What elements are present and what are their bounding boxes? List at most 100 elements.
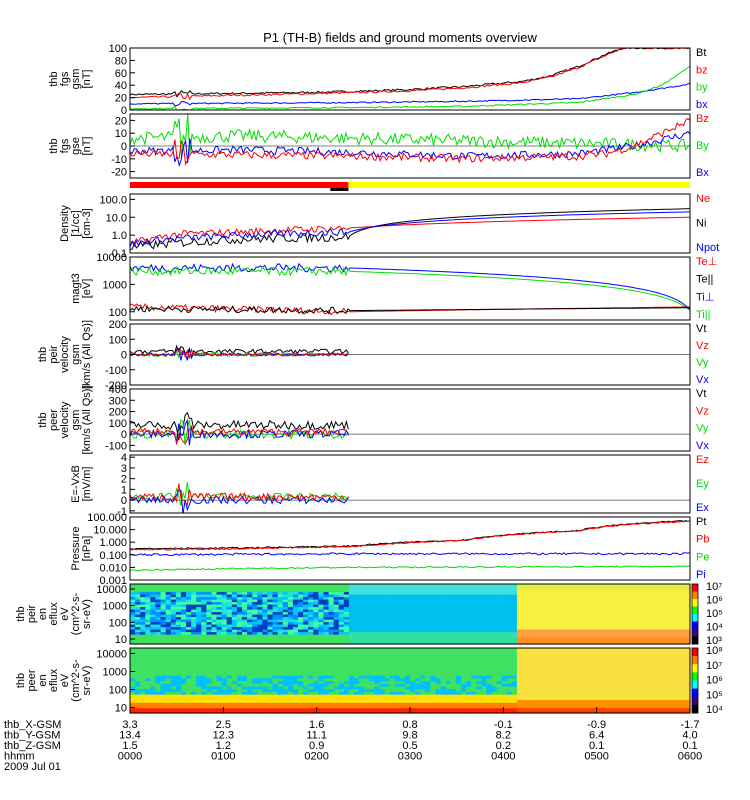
- spectrogram-cell: [333, 604, 340, 608]
- spectrogram-cell: [537, 664, 543, 668]
- y-tick-label: 0.100: [99, 550, 127, 562]
- spectrogram-cell: [522, 639, 528, 643]
- spectrogram-cell: [613, 669, 620, 673]
- spectrogram-cell: [292, 629, 299, 633]
- spectrogram-cell: [562, 699, 569, 703]
- spectrogram-cell: [654, 619, 661, 623]
- spectrogram-cell: [155, 641, 162, 645]
- spectrogram-cell: [410, 666, 416, 671]
- spectrogram-cell: [298, 641, 304, 645]
- spectrogram-cell: [211, 621, 218, 625]
- spectrogram-cell: [206, 707, 213, 711]
- spectrogram-cell: [201, 691, 207, 695]
- spectrogram-cell: [262, 702, 269, 706]
- spectrogram-cell: [537, 614, 543, 618]
- spectrogram-cell: [226, 669, 233, 673]
- spectrogram-cell: [445, 694, 452, 698]
- spectrogram-cell: [257, 586, 263, 590]
- spectrogram-cell: [180, 599, 187, 603]
- spectrogram-cell: [308, 629, 314, 633]
- spectrogram-cell: [430, 621, 437, 625]
- spectrogram-cell: [236, 591, 243, 595]
- spectrogram-cell: [639, 688, 645, 692]
- spectrogram-cell: [537, 611, 543, 615]
- spectrogram-cell: [404, 636, 411, 640]
- spectrogram-cell: [354, 702, 360, 706]
- spectrogram-cell: [557, 694, 564, 698]
- spectrogram-cell: [272, 639, 279, 643]
- spectrogram-cell: [211, 586, 218, 590]
- spectrogram-cell: [135, 604, 141, 608]
- spectrogram-cell: [435, 636, 442, 640]
- spectrogram-cell: [455, 629, 462, 633]
- spectrogram-cell: [348, 596, 355, 600]
- spectrogram-cell: [410, 629, 416, 633]
- spectrogram-cell: [420, 675, 426, 679]
- spectrogram-cell: [379, 586, 386, 590]
- spectrogram-cell: [410, 691, 416, 695]
- spectrogram-cell: [532, 710, 538, 714]
- spectrogram-cell: [486, 661, 493, 665]
- spectrogram-cell: [608, 611, 615, 615]
- spectrogram-cell: [303, 631, 309, 635]
- spectrogram-cell: [415, 702, 421, 706]
- spectrogram-cell: [639, 586, 645, 590]
- spectrogram-cell: [511, 619, 518, 623]
- spectrogram-cell: [267, 606, 274, 610]
- spectrogram-cell: [634, 636, 640, 640]
- spectrogram-cell: [242, 604, 248, 608]
- spectrogram-cell: [170, 680, 177, 684]
- spectrogram-cell: [298, 672, 304, 676]
- spectrogram-cell: [476, 586, 482, 590]
- spectrogram-cell: [466, 604, 472, 608]
- spectrogram-cell: [684, 664, 691, 668]
- spectrogram-cell: [130, 675, 136, 679]
- spectrogram-cell: [226, 604, 233, 608]
- spectrogram-cell: [394, 591, 401, 595]
- spectrogram-cell: [160, 604, 167, 608]
- spectrogram-cell: [445, 586, 452, 590]
- spectrogram-cell: [425, 611, 431, 615]
- spectrogram-cell: [201, 636, 207, 640]
- spectrogram-cell: [328, 639, 335, 643]
- spectrogram-cell: [420, 594, 426, 598]
- spectrogram-cell: [654, 611, 661, 615]
- spectrogram-cell: [308, 675, 314, 679]
- spectrogram-cell: [216, 699, 223, 703]
- spectrogram-cell: [257, 675, 263, 679]
- spectrogram-cell: [649, 691, 655, 695]
- spectrogram-cell: [435, 606, 442, 610]
- spectrogram-cell: [318, 683, 325, 687]
- spectrogram-cell: [252, 624, 258, 628]
- spectrogram-cell: [511, 591, 518, 595]
- spectrogram-cell: [527, 683, 533, 687]
- spectrogram-cell: [562, 634, 569, 638]
- spectrogram-cell: [348, 589, 355, 593]
- spectrogram-cell: [201, 589, 207, 593]
- spectrogram-cell: [303, 707, 309, 711]
- spectrogram-cell: [466, 664, 472, 668]
- spectrogram-cell: [440, 666, 447, 671]
- spectrogram-cell: [496, 589, 503, 593]
- spectrogram-cell: [318, 609, 325, 613]
- spectrogram-cell: [557, 672, 564, 676]
- spectrogram-cell: [598, 669, 605, 673]
- spectrogram-cell: [379, 621, 386, 625]
- spectrogram-cell: [145, 661, 151, 665]
- spectrogram-cell: [415, 683, 421, 687]
- spectrogram-cell: [501, 691, 508, 695]
- spectrogram-cell: [527, 707, 533, 711]
- spectrogram-cell: [578, 669, 584, 673]
- spectrogram-cell: [466, 710, 472, 714]
- spectrogram-cell: [496, 609, 503, 613]
- spectrogram-cell: [298, 677, 304, 682]
- spectrogram-cell: [206, 710, 213, 714]
- spectrogram-cell: [572, 594, 579, 598]
- spectrogram-cell: [649, 616, 655, 620]
- spectrogram-cell: [267, 599, 274, 603]
- spectrogram-cell: [221, 672, 228, 676]
- spectrogram-cell: [130, 691, 136, 695]
- spectrogram-cell: [578, 641, 584, 645]
- spectrogram-cell: [506, 599, 513, 603]
- spectrogram-cell: [191, 631, 197, 635]
